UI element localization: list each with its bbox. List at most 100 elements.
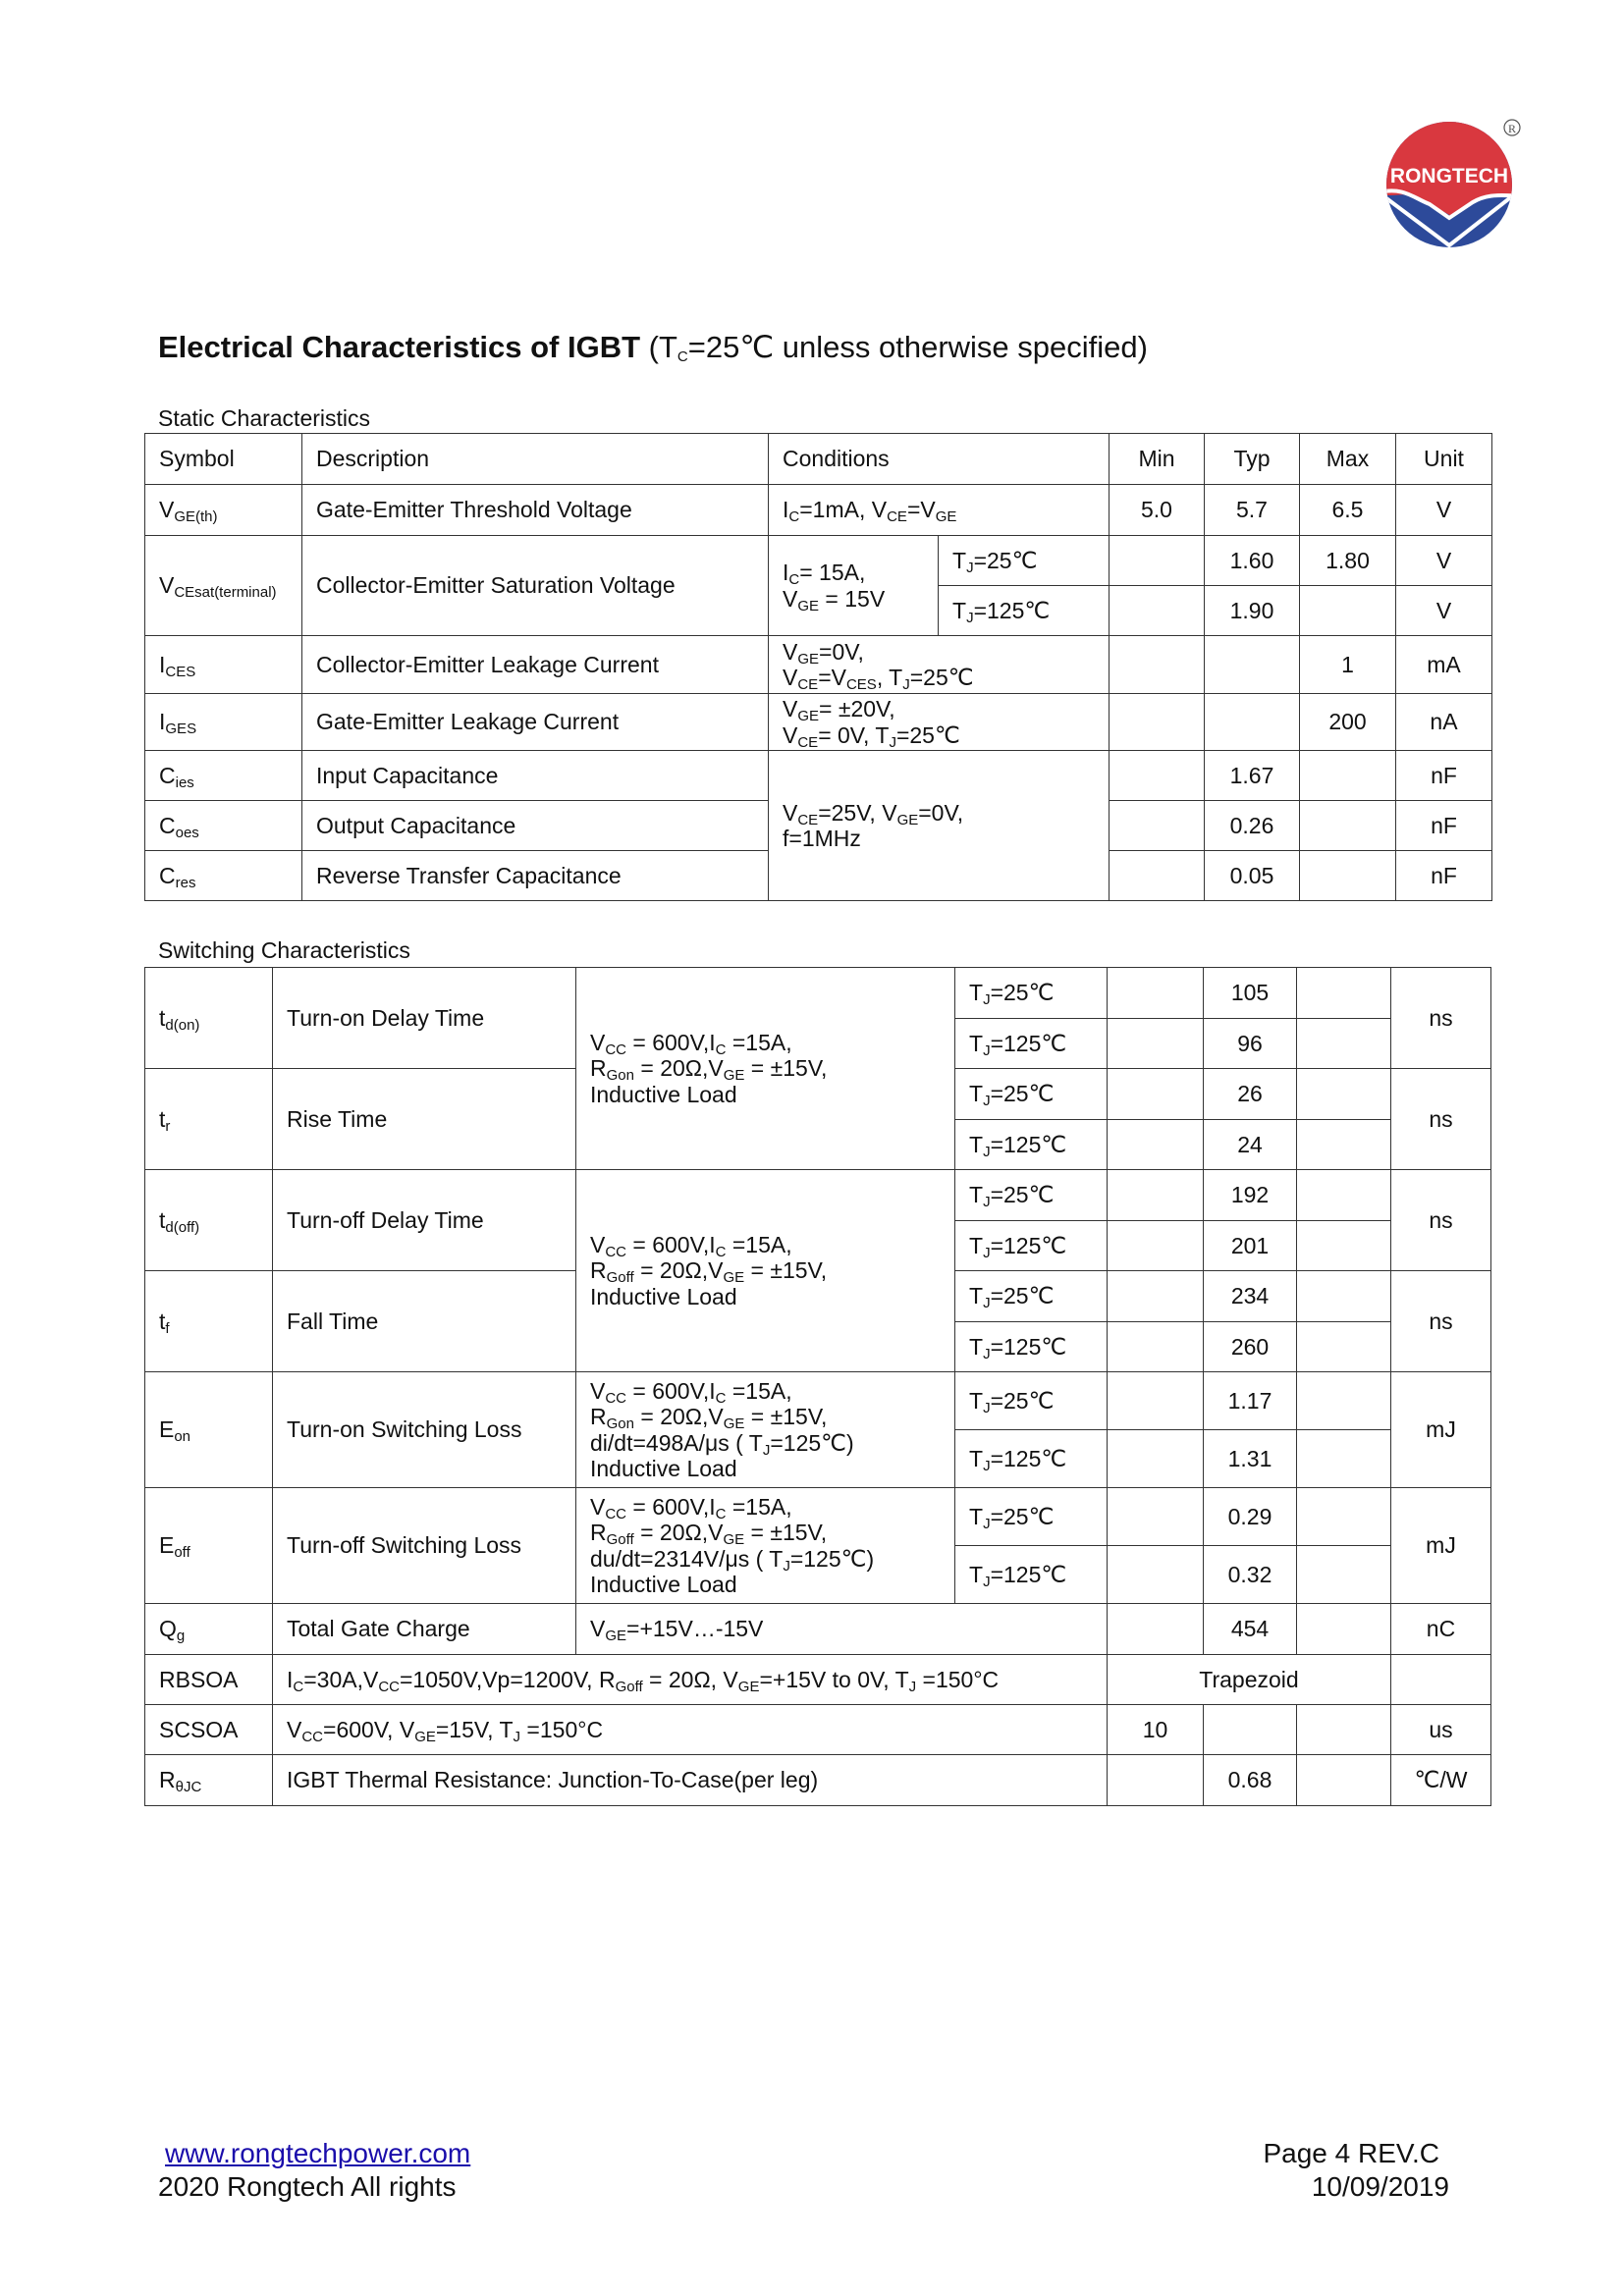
- conditions: IC=1mA, VCE=VGE: [768, 484, 1110, 536]
- header-typ: Typ: [1204, 433, 1300, 485]
- text-line: VCC = 600V,IC =15A,: [590, 1493, 792, 1522]
- text-line: RGon = 20Ω,VGE = ±15V,: [590, 1404, 828, 1433]
- text-line: TJ=25℃: [969, 1503, 1055, 1532]
- unit: us: [1390, 1704, 1491, 1755]
- max: [1296, 1219, 1391, 1271]
- text-line: di/dt=498A/μs ( TJ=125℃): [590, 1429, 854, 1459]
- conditions: VCC = 600V,IC =15A, RGon = 20Ω,VGE = ±15V…: [575, 1371, 955, 1488]
- min: [1107, 1754, 1204, 1806]
- text-line: du/dt=2314V/μs ( TJ=125℃): [590, 1545, 875, 1575]
- header-symbol: Symbol: [144, 433, 302, 485]
- temperature: TJ=25℃: [938, 535, 1110, 586]
- text-line: Eon: [159, 1416, 191, 1446]
- min: 5.0: [1109, 484, 1205, 536]
- subscript: CE: [797, 733, 819, 751]
- description: Turn-off Delay Time: [272, 1169, 576, 1271]
- text-line: TJ=25℃: [969, 980, 1055, 1009]
- description: Turn-on Switching Loss: [272, 1371, 576, 1488]
- subscript: J: [983, 1143, 991, 1160]
- page-number: Page 4 REV.C: [1263, 2138, 1439, 2168]
- min: [1109, 693, 1205, 751]
- temperature: TJ=25℃: [954, 1169, 1108, 1221]
- text-line: tr: [159, 1105, 171, 1135]
- typ: 234: [1203, 1270, 1297, 1322]
- max: [1296, 967, 1391, 1019]
- text-line: TJ=125℃: [952, 597, 1051, 626]
- max: [1296, 1270, 1391, 1322]
- typ: 192: [1203, 1169, 1297, 1221]
- temperature: TJ=25℃: [954, 1487, 1108, 1546]
- table-row: TJ=125℃ 96: [145, 1017, 1491, 1069]
- subscript: J: [983, 1194, 991, 1211]
- header-description: Description: [301, 433, 769, 485]
- subscript: J: [902, 676, 910, 693]
- subscript: g: [176, 1628, 186, 1645]
- symbol: Coes: [144, 800, 302, 851]
- min: [1107, 1017, 1204, 1069]
- text-line: VCE=VCES, TJ=25℃: [783, 665, 974, 693]
- typ: [1204, 693, 1300, 751]
- static-characteristics-table: Symbol Description Conditions Min Typ Ma…: [144, 433, 1492, 901]
- subscript: J: [983, 1345, 991, 1362]
- header-unit: Unit: [1395, 433, 1492, 485]
- text-line: Inductive Load: [590, 1571, 737, 1597]
- subscript: CC: [605, 1041, 627, 1058]
- subscript: J: [983, 1295, 991, 1312]
- table-row: VGE(th) Gate-Emitter Threshold Voltage I…: [144, 484, 1492, 536]
- symbol: Cies: [144, 750, 302, 801]
- max: [1296, 1371, 1391, 1430]
- subscript: Gon: [606, 1415, 634, 1433]
- min: [1109, 750, 1205, 801]
- text-line: TJ=25℃: [969, 1182, 1055, 1211]
- subscript: J: [966, 609, 974, 626]
- text-line: Inductive Load: [590, 1283, 737, 1309]
- table-row: ICES Collector-Emitter Leakage Current V…: [144, 635, 1492, 694]
- symbol: Cres: [144, 850, 302, 901]
- subscript: Goff: [606, 1531, 634, 1549]
- min: [1107, 1118, 1204, 1170]
- website-link[interactable]: www.rongtechpower.com: [165, 2138, 471, 2168]
- description: Output Capacitance: [301, 800, 769, 851]
- min: [1109, 850, 1205, 901]
- temperature: TJ=125℃: [954, 1118, 1108, 1170]
- subscript: C: [715, 1505, 727, 1522]
- text-line: RθJC: [159, 1767, 202, 1796]
- switching-caption: Switching Characteristics: [158, 937, 410, 963]
- text-line: RGoff = 20Ω,VGE = ±15V,: [590, 1257, 828, 1287]
- title-bold: Electrical Characteristics of IGBT: [158, 330, 641, 364]
- subscript: Gon: [606, 1067, 634, 1085]
- max: [1299, 750, 1396, 801]
- description: Total Gate Charge: [272, 1603, 576, 1655]
- temperature: TJ=25℃: [954, 1371, 1108, 1430]
- min: [1107, 1545, 1204, 1604]
- subscript: CC: [301, 1728, 324, 1745]
- symbol: tr: [144, 1068, 273, 1170]
- table-row: td(on) Turn-on Delay Time VCC = 600V,IC =1…: [144, 967, 1491, 1170]
- conditions: VGE=+15V…-15V: [575, 1603, 1108, 1655]
- subscript: GE: [737, 1678, 760, 1695]
- text-line: RGon = 20Ω,VGE = ±15V,: [590, 1055, 828, 1085]
- max: [1296, 1603, 1391, 1655]
- subscript: J: [762, 1441, 771, 1459]
- text-line: Inductive Load: [590, 1081, 737, 1107]
- conditions: VCC = 600V,IC =15A, RGoff = 20Ω,VGE = ±15…: [575, 1169, 955, 1372]
- max: [1296, 1487, 1391, 1546]
- text-line: TJ=125℃: [969, 1445, 1067, 1474]
- table-row: RBSOA IC=30A,VCC=1050V,Vp=1200V, RGoff = …: [144, 1654, 1491, 1705]
- text-line: RGoff = 20Ω,VGE = ±15V,: [590, 1520, 828, 1549]
- min: [1109, 800, 1205, 851]
- text-line: TJ=125℃: [969, 1030, 1067, 1059]
- min: 10: [1107, 1704, 1204, 1755]
- unit: ℃/W: [1390, 1754, 1491, 1806]
- table-row: tf Fall Time TJ=25℃ 234 ns: [144, 1270, 1491, 1372]
- conditions: VCC = 600V,IC =15A, RGon = 20Ω,VGE = ±15V…: [575, 967, 955, 1170]
- unit: V: [1395, 484, 1492, 536]
- text-line: Inductive Load: [590, 1455, 737, 1481]
- rongtech-logo: RONGTECH R: [1386, 119, 1521, 247]
- unit: ns: [1390, 1068, 1491, 1170]
- max: [1296, 1545, 1391, 1604]
- max: [1299, 800, 1396, 851]
- subscript: GE: [723, 1415, 745, 1433]
- symbol: tf: [144, 1270, 273, 1372]
- typ: 5.7: [1204, 484, 1300, 536]
